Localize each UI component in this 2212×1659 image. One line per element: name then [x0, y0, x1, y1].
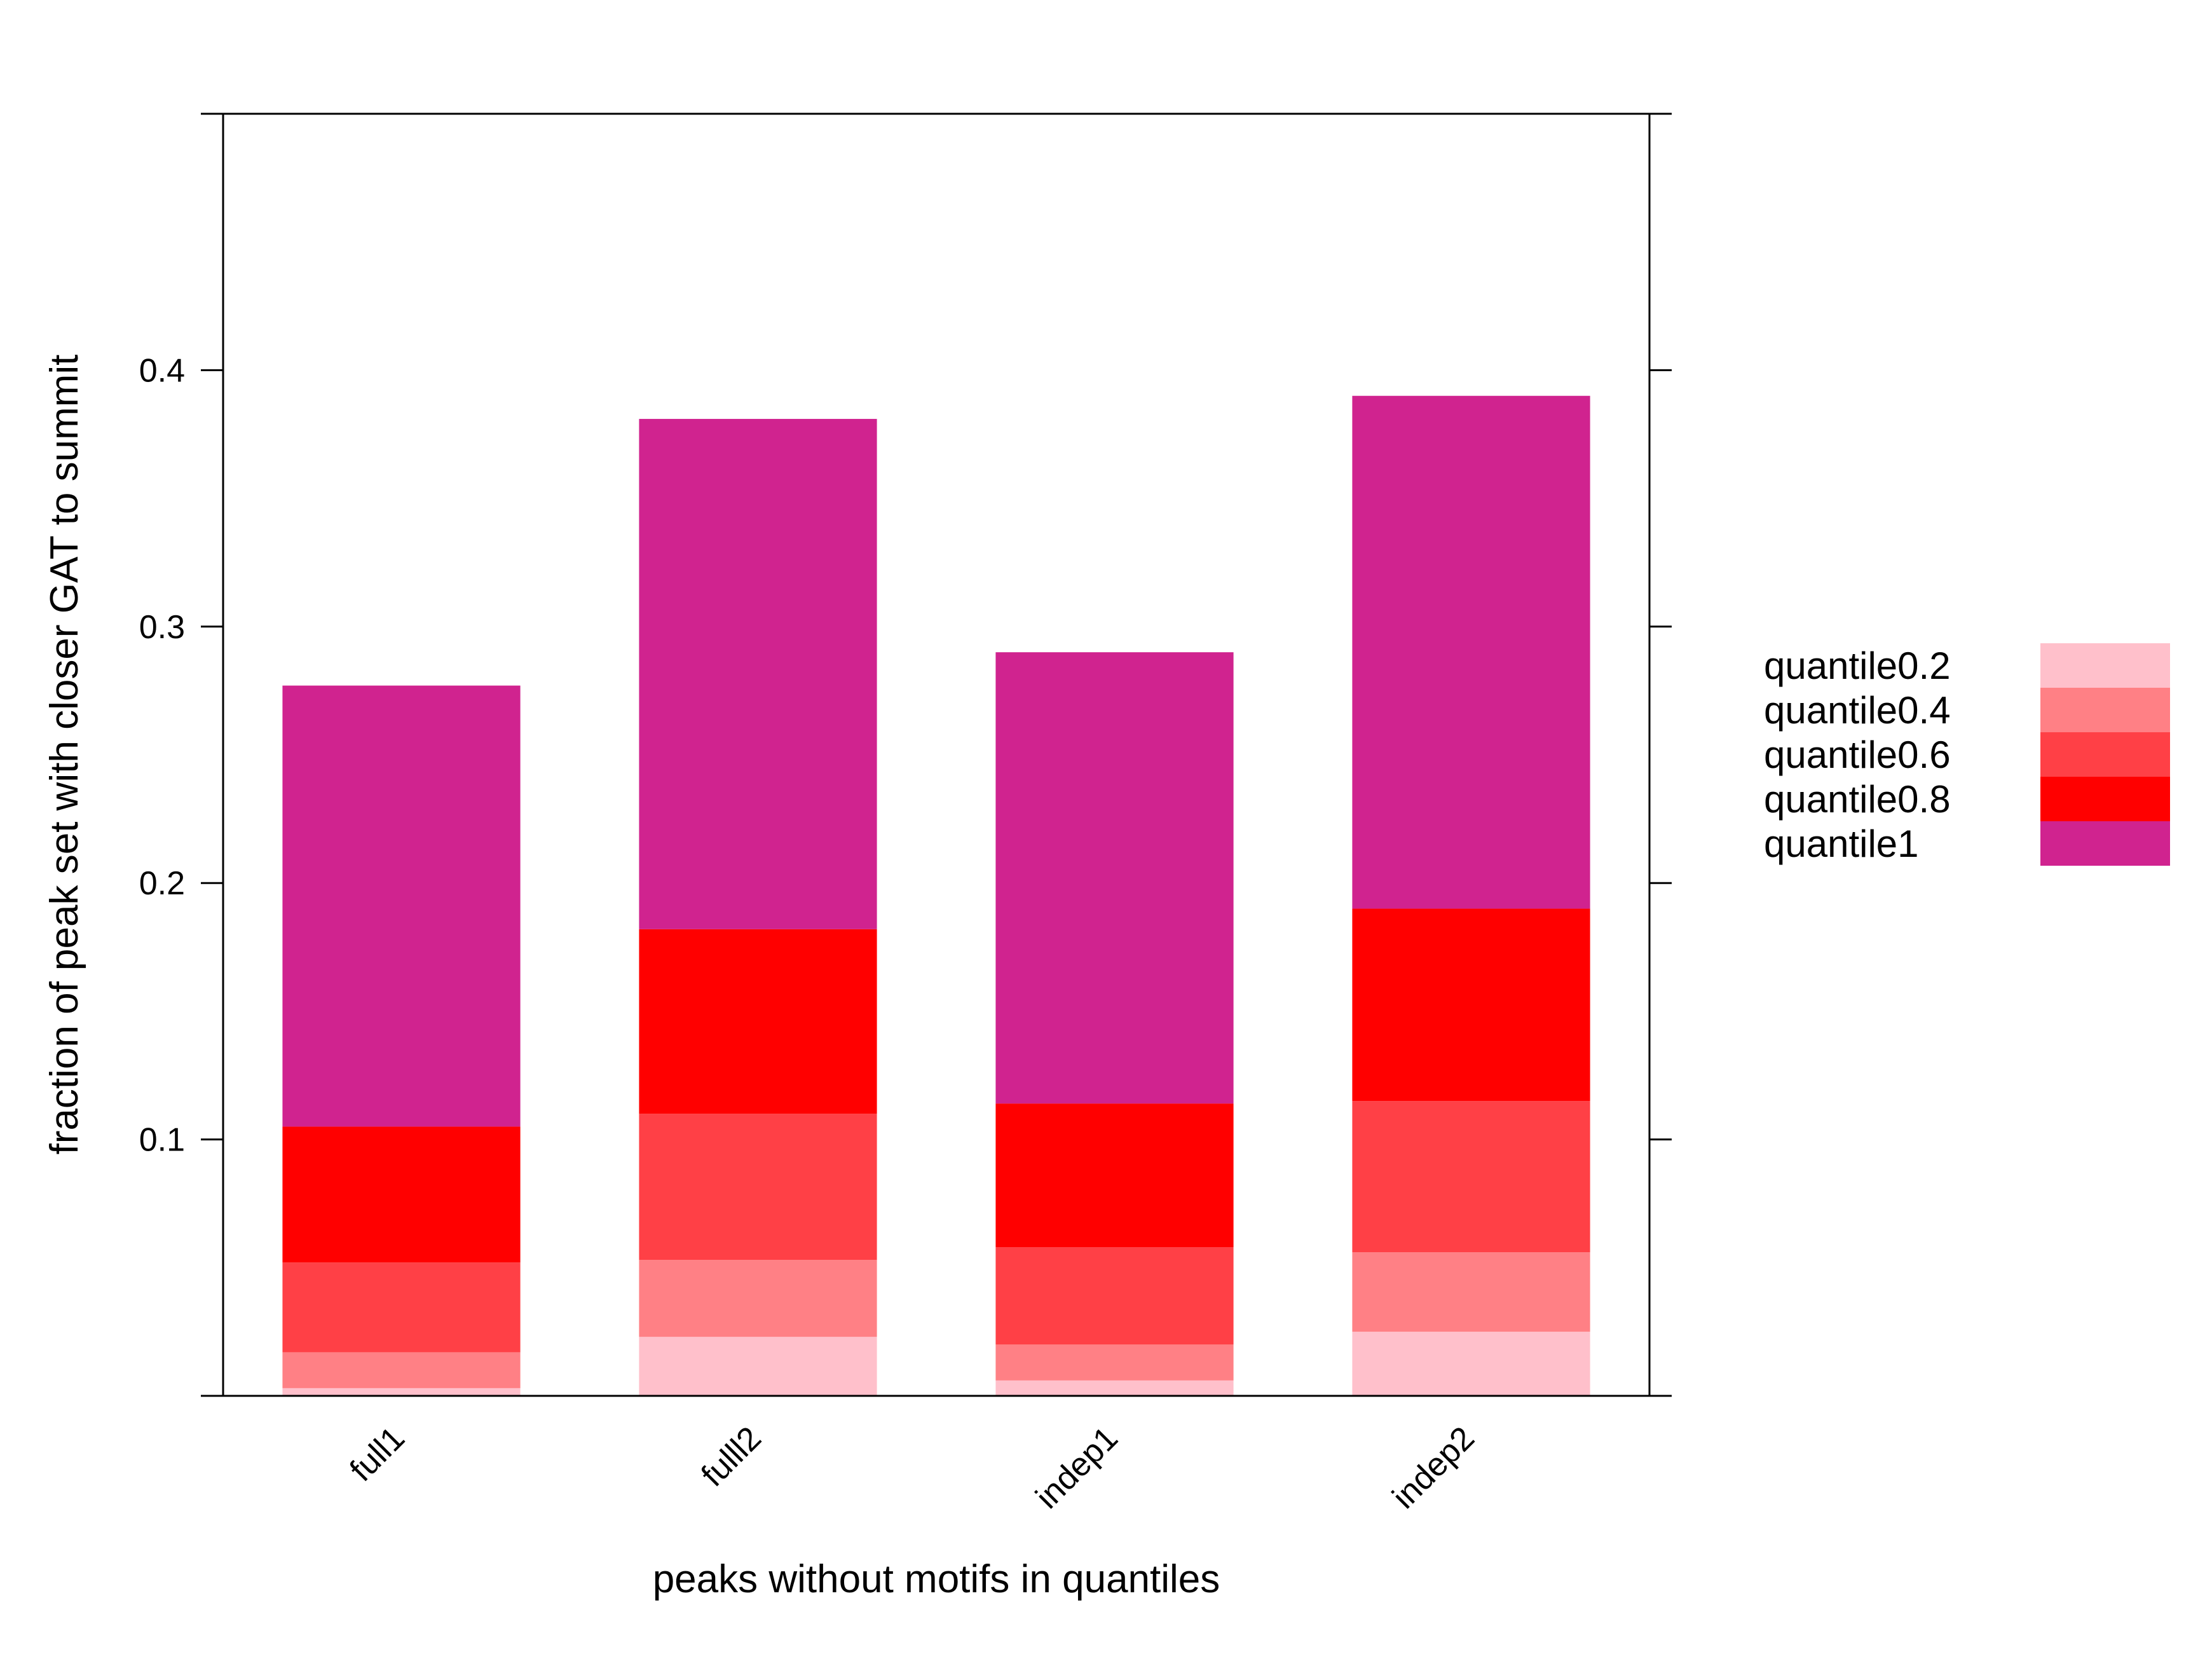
x-tick-label: full1 [343, 1419, 412, 1488]
legend-swatch-quantile1 [2040, 821, 2170, 866]
y-axis-title: fraction of peak set with closer GAT to … [43, 355, 86, 1155]
bar-indep2-quantile1 [1352, 395, 1590, 909]
x-tick-label: fulll2 [694, 1419, 768, 1494]
plot-frame [222, 113, 1651, 1397]
legend-label-quantile1: quantile1 [1764, 823, 1919, 865]
y-tick-label: 0.2 [139, 865, 185, 902]
y-axis: 0.1 0.2 0.3 0.4 [139, 113, 1672, 1397]
bar-full1-quantile0.6 [282, 1262, 521, 1353]
bar-indep2-quantile0.4 [1352, 1252, 1590, 1332]
legend-label-quantile0.2: quantile0.2 [1764, 645, 1951, 687]
y-tick-label: 0.4 [139, 352, 185, 389]
x-tick-label: indep1 [1029, 1419, 1125, 1515]
bar-indep2-quantile0.2 [1352, 1332, 1590, 1396]
bar-indep2-quantile0.6 [1352, 1101, 1590, 1253]
x-tick-label: indep2 [1386, 1419, 1482, 1515]
bar-fulll2-quantile1 [639, 419, 877, 929]
legend: quantile0.2quantile0.4quantile0.6quantil… [1764, 643, 2170, 866]
legend-swatch-quantile0.2 [2040, 643, 2170, 688]
bar-indep1-quantile0.6 [995, 1247, 1234, 1345]
legend-label-quantile0.6: quantile0.6 [1764, 734, 1951, 776]
bar-fulll2-quantile0.2 [639, 1337, 877, 1396]
y-tick-label: 0.3 [139, 609, 185, 646]
legend-swatch-quantile0.4 [2040, 688, 2170, 732]
x-axis: full1 fulll2 indep1 indep2 [343, 1419, 1482, 1515]
legend-swatch-quantile0.8 [2040, 777, 2170, 821]
bar-indep1-quantile0.8 [995, 1103, 1234, 1248]
bars-layer [282, 395, 1590, 1396]
bar-full1-quantile0.2 [282, 1388, 521, 1396]
bar-indep2-quantile0.8 [1352, 908, 1590, 1102]
bar-fulll2-quantile0.6 [639, 1114, 877, 1260]
bar-fulll2-quantile0.4 [639, 1260, 877, 1337]
bar-full1-quantile0.8 [282, 1126, 521, 1263]
y-tick-label: 0.1 [139, 1122, 185, 1159]
bar-indep1-quantile0.2 [995, 1380, 1234, 1396]
x-axis-title: peaks without motifs in quantiles [653, 1557, 1220, 1601]
bar-indep1-quantile1 [995, 652, 1234, 1104]
bar-full1-quantile1 [282, 685, 521, 1127]
legend-swatch-quantile0.6 [2040, 732, 2170, 777]
legend-label-quantile0.4: quantile0.4 [1764, 689, 1951, 732]
bar-fulll2-quantile0.8 [639, 929, 877, 1114]
bar-indep1-quantile0.4 [995, 1344, 1234, 1381]
legend-label-quantile0.8: quantile0.8 [1764, 778, 1951, 821]
bar-full1-quantile0.4 [282, 1352, 521, 1388]
